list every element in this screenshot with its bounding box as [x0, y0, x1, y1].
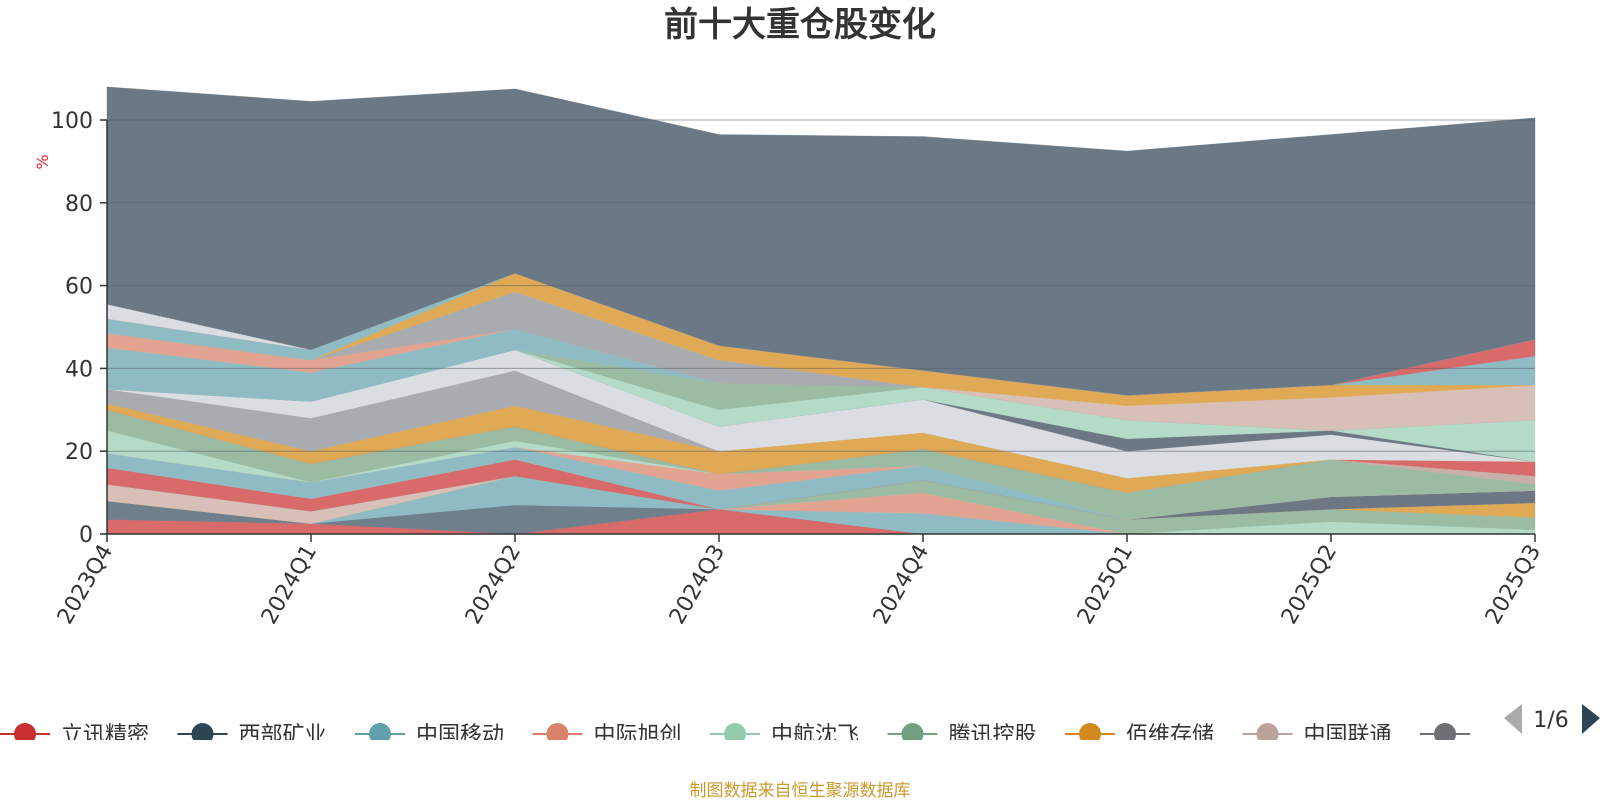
y-tick-label: 60	[65, 275, 93, 300]
x-tick-label: 2024Q1	[257, 541, 322, 629]
y-tick-label: 80	[65, 192, 93, 217]
x-tick-label: 2024Q3	[665, 541, 730, 629]
x-tick-label: 2025Q2	[1277, 541, 1342, 629]
legend-marker	[1079, 723, 1101, 740]
legend-marker	[546, 723, 569, 740]
legend-item[interactable]: 中国联通	[1242, 723, 1392, 748]
legend-item[interactable]: 中国移动	[355, 723, 504, 748]
areas-layer	[106, 86, 1536, 535]
series-area-30	[106, 86, 1536, 396]
legend-prev-page-icon[interactable]	[1504, 704, 1522, 734]
y-axis-label: %	[33, 154, 52, 169]
legend-label: 泸	[1481, 723, 1503, 748]
source-note: 制图数据来自恒生聚源数据库	[690, 781, 911, 800]
legend-item[interactable]: 中航沈飞	[710, 723, 859, 748]
chart-title: 前十大重仓股变化	[664, 5, 936, 45]
legend-pager: 1/6	[1504, 704, 1600, 734]
legend-item[interactable]: 佰维存储	[1065, 723, 1214, 748]
y-tick-label: 20	[65, 440, 93, 465]
legend-marker	[1434, 723, 1456, 740]
y-tick-label: 0	[79, 523, 93, 548]
legend-label: 佰维存储	[1126, 723, 1214, 748]
legend-item[interactable]: 立讯精密	[0, 723, 149, 748]
legend-label: 腾讯控股	[949, 723, 1037, 748]
legend-label: 中国联通	[1304, 723, 1392, 748]
grid-layer	[107, 119, 1535, 452]
x-tick-label: 2024Q2	[461, 541, 526, 629]
x-tick-label: 2024Q4	[869, 541, 934, 629]
legend-item[interactable]: 中际旭创	[532, 723, 682, 748]
x-tick-label: 2025Q1	[1073, 541, 1138, 629]
legend-marker	[14, 723, 36, 740]
legend-marker	[191, 723, 214, 740]
legend-label: 中国移动	[416, 723, 504, 748]
legend: 立讯精密 西部矿业 中国移动 中际旭创 中航沈飞 腾讯控股 佰维存储 中国联通 泸	[0, 723, 1503, 748]
y-tick-label: 100	[51, 109, 93, 134]
x-tick-label: 2025Q3	[1481, 541, 1546, 629]
legend-item[interactable]: 腾讯控股	[887, 723, 1037, 748]
legend-label: 立讯精密	[61, 723, 149, 748]
legend-label: 中际旭创	[594, 723, 682, 748]
legend-marker	[901, 723, 924, 740]
legend-marker	[1256, 723, 1279, 740]
y-tick-label: 40	[65, 357, 93, 382]
legend-item[interactable]: 西部矿业	[177, 723, 327, 748]
legend-label: 中航沈飞	[771, 723, 859, 748]
x-tick-label: 2023Q4	[53, 541, 118, 629]
legend-item[interactable]: 泸	[1420, 723, 1503, 748]
legend-next-page-icon[interactable]	[1582, 704, 1600, 734]
legend-marker	[724, 723, 746, 740]
legend-label: 西部矿业	[239, 723, 327, 748]
legend-page-indicator: 1/6	[1533, 708, 1568, 733]
legend-marker	[369, 723, 391, 740]
